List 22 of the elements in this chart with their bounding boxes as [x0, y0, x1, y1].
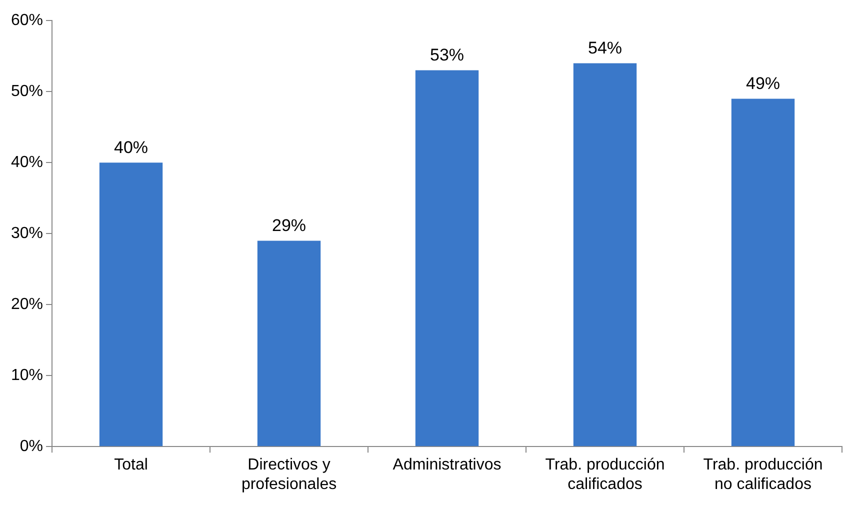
y-tick-label: 30% — [10, 225, 44, 242]
x-tick-label: Administrativos — [392, 456, 502, 474]
y-tick-label: 60% — [10, 12, 44, 30]
data-label: 53% — [430, 45, 464, 64]
bar — [257, 240, 321, 446]
data-label: 49% — [746, 74, 780, 93]
x-tick-label: Trab. producción calificados — [545, 456, 665, 493]
x-tick-label: Total — [114, 456, 148, 474]
y-tick-label: 0% — [20, 438, 44, 456]
data-label: 29% — [272, 216, 306, 235]
bar — [99, 162, 163, 446]
y-tick-label: 10% — [10, 367, 44, 384]
data-label: 40% — [114, 138, 148, 157]
data-label: 54% — [588, 38, 622, 58]
bar — [731, 98, 795, 446]
x-tick-label: Trab. producción no calificados — [703, 456, 823, 493]
y-tick-label: 20% — [10, 296, 44, 314]
y-tick-label: 50% — [10, 83, 44, 100]
bar — [415, 70, 479, 446]
y-tick-label: 40% — [10, 154, 44, 172]
bar — [573, 63, 637, 446]
x-tick-label: Directivos y profesionales — [241, 456, 337, 493]
